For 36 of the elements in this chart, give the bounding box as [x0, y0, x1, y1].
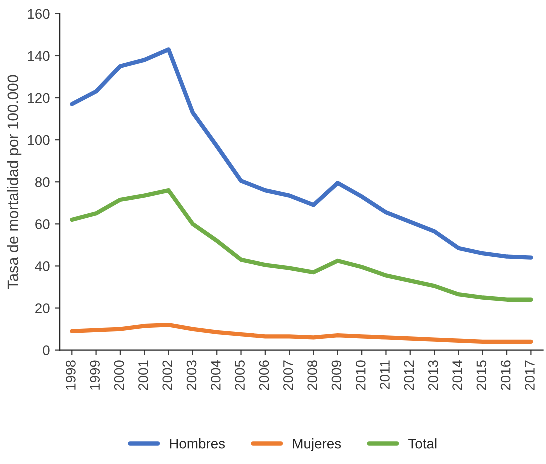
y-tick-label: 160: [28, 9, 50, 20]
y-tick-label: 60: [36, 220, 50, 230]
line-series: [70, 188, 534, 302]
x-tick-label: 2011: [380, 360, 390, 390]
x-tick-label: 1998: [66, 360, 76, 390]
x-tick-label: 2015: [476, 360, 487, 390]
x-tick-label: 2007: [283, 360, 294, 390]
x-tick-label: 2003: [186, 360, 197, 390]
line-series: [70, 323, 534, 344]
x-tick-label: 2017: [525, 360, 535, 390]
legend-label: Total: [408, 438, 437, 449]
x-tick-label: 1999: [90, 360, 100, 390]
x-tick-label: 2009: [332, 360, 342, 390]
y-tick-label: 20: [36, 304, 50, 314]
x-tick-label: 2008: [308, 360, 318, 390]
x-tick-label: 2014: [452, 360, 462, 390]
y-tick-label: 140: [28, 51, 50, 62]
x-tick-label: 2001: [138, 360, 148, 390]
legend-label: Mujeres: [293, 438, 342, 452]
x-tick-label: 2000: [114, 360, 124, 390]
x-tick-label: 2006: [259, 360, 270, 390]
y-tick-label: 40: [35, 262, 50, 272]
line-series: [70, 48, 534, 260]
legend-label: Hombres: [170, 438, 226, 449]
x-tick-label: 2010: [356, 360, 366, 390]
x-tick-label: 2012: [404, 360, 414, 390]
y-tick-label: 120: [28, 93, 50, 104]
x-tick-label: 2005: [235, 360, 245, 390]
y-axis-title: Tasa de mortalidad por 100.000: [7, 75, 22, 290]
x-tick-label: 2016: [500, 360, 511, 390]
x-tick-label: 2013: [428, 360, 438, 390]
y-tick-label: 100: [28, 135, 50, 146]
x-tick-label: 2002: [162, 360, 173, 390]
x-tick-label: 2004: [210, 360, 221, 390]
y-tick-label: 0: [43, 346, 50, 356]
y-tick-label: 80: [35, 177, 50, 188]
